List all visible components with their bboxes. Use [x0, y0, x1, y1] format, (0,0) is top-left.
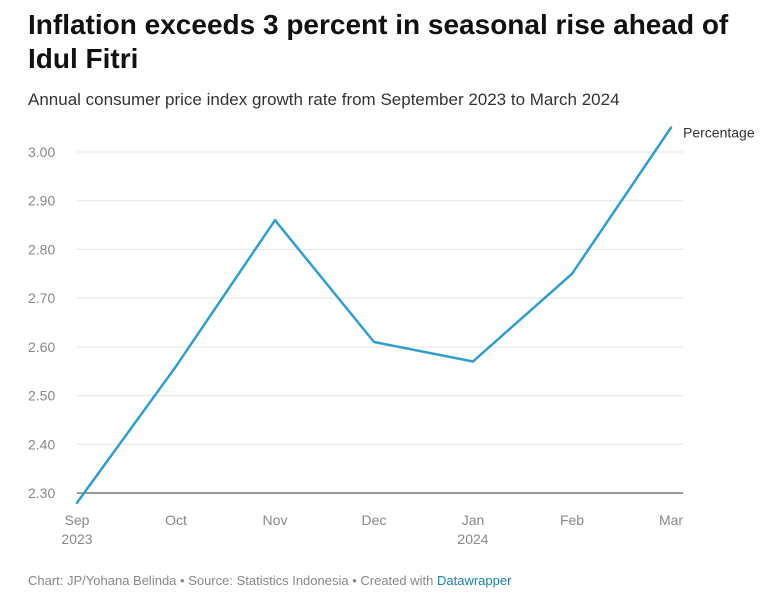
- y-tick-label: 2.50: [28, 388, 55, 404]
- x-tick-label: Oct: [165, 512, 187, 528]
- y-tick-label: 3.00: [28, 144, 55, 160]
- x-tick-year-label: 2023: [61, 531, 92, 547]
- y-tick-label: 2.40: [28, 436, 55, 452]
- x-tick-label: Sep: [65, 512, 90, 528]
- x-tick-label: Dec: [362, 512, 387, 528]
- line-chart: 2.30 2.40 2.50 2.60 2.70 2.80 2.90 3.00 Sep 2023 O…: [28, 125, 755, 547]
- x-tick-label: Feb: [560, 512, 584, 528]
- x-tick-label: Mar: [659, 512, 683, 528]
- chart-footer: Chart: JP/Yohana Belinda • Source: Stati…: [28, 573, 511, 588]
- x-tick-label: Nov: [263, 512, 288, 528]
- series-label: Percentage: [683, 125, 755, 141]
- y-tick-label: 2.70: [28, 290, 55, 306]
- x-tick-year-label: 2024: [457, 531, 488, 547]
- datawrapper-link[interactable]: Datawrapper: [436, 573, 512, 588]
- footer-credits: Chart: JP/Yohana Belinda • Source: Stati…: [28, 573, 434, 588]
- y-tick-label: 2.60: [28, 339, 55, 355]
- x-tick-label: Jan: [462, 512, 485, 528]
- series-line: [75, 126, 673, 504]
- chart-title: Inflation exceeds 3 percent in seasonal …: [28, 9, 729, 74]
- y-tick-label: 2.90: [28, 193, 55, 209]
- chart-subtitle: Annual consumer price index growth rate …: [28, 90, 620, 109]
- y-tick-label: 2.30: [28, 485, 55, 501]
- y-tick-label: 2.80: [28, 241, 55, 257]
